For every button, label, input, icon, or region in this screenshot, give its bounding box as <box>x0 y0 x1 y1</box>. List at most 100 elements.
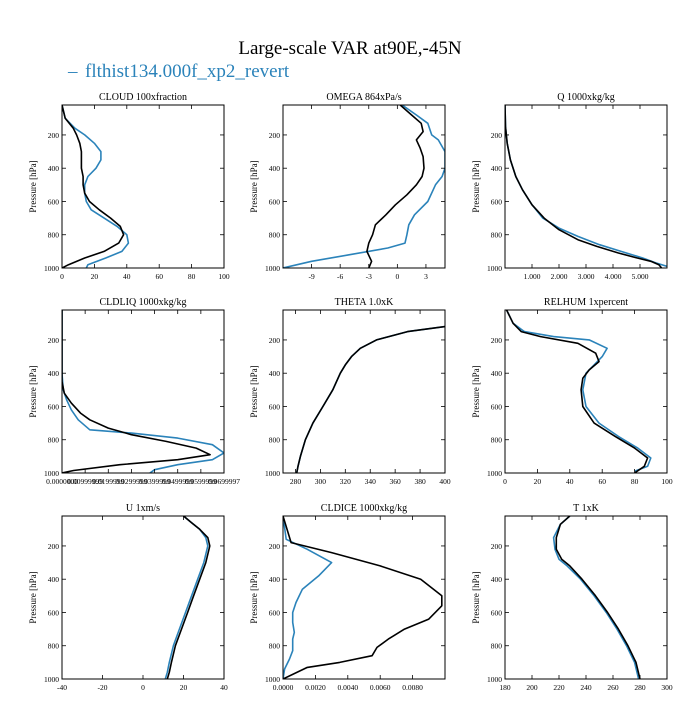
y-tick-label: 200 <box>491 542 503 551</box>
panel-3: Q 1000xkg/kg 200 400 600 800 1000 1.000 2.000 3.… <box>471 92 668 281</box>
x-tick-label: 20 <box>180 683 188 692</box>
x-tick-label: 0 <box>60 272 64 281</box>
series-line-reference <box>283 516 443 679</box>
x-tick-label: -9 <box>308 272 314 281</box>
x-tick-label: -20 <box>98 683 108 692</box>
y-tick-label: 600 <box>48 197 60 206</box>
x-tick-label: 280 <box>290 477 302 486</box>
series-line-flthist <box>283 105 445 268</box>
plot-frame <box>282 515 446 680</box>
series-line-flthist <box>283 516 333 679</box>
panel-5: THETA 1.0xK 200 400 600 800 1000 280 300 320 340 3… <box>249 297 451 486</box>
x-tick-label: 3.000 <box>578 272 595 281</box>
y-tick-label: 1000 <box>487 469 502 478</box>
y-tick-label: 200 <box>269 131 281 140</box>
series-line-reference <box>62 105 125 268</box>
y-tick-label: 200 <box>491 131 503 140</box>
y-tick-label: 800 <box>269 436 281 445</box>
x-tick-label: 180 <box>499 683 511 692</box>
legend-label: flthist134.000f_xp2_revert <box>85 61 290 82</box>
series-line-reference <box>166 516 211 679</box>
series-line-flthist <box>62 310 224 473</box>
y-tick-label: 200 <box>491 336 503 345</box>
series-line-reference <box>555 516 641 679</box>
panel-4: CLDLIQ 1000xkg/kg 200 400 600 800 10000.00000… <box>28 297 240 486</box>
x-tick-label: 360 <box>390 477 402 486</box>
y-tick-label: 200 <box>48 542 60 551</box>
x-tick-label: 1.000 <box>524 272 541 281</box>
x-tick-label: 200 <box>526 683 538 692</box>
y-tick-label: 400 <box>491 369 503 378</box>
y-tick-label: 800 <box>269 642 281 651</box>
x-tick-label: -40 <box>57 683 67 692</box>
x-tick-label: 20 <box>534 477 542 486</box>
x-tick-label: 400 <box>439 477 451 486</box>
panel-title: CLDICE 1000xkg/kg <box>321 503 407 514</box>
y-tick-label: 1000 <box>265 675 280 684</box>
plot-frame <box>282 309 446 474</box>
y-tick-label: 200 <box>269 542 281 551</box>
x-tick-label: -6 <box>337 272 343 281</box>
y-tick-label: 400 <box>269 575 281 584</box>
y-tick-label: 800 <box>48 231 60 240</box>
figure-title: Large-scale VAR at90E,-45N <box>238 38 461 59</box>
y-axis-label: Pressure [hPa] <box>249 365 259 417</box>
y-tick-label: 600 <box>269 402 281 411</box>
y-tick-label: 1000 <box>487 264 502 273</box>
y-tick-label: 800 <box>491 642 503 651</box>
y-tick-label: 400 <box>491 164 503 173</box>
x-tick-label: 40 <box>123 272 131 281</box>
series-line-flthist <box>295 325 445 473</box>
x-tick-label: 300 <box>661 683 673 692</box>
x-tick-label: 60 <box>155 272 163 281</box>
x-tick-label: 80 <box>188 272 196 281</box>
y-tick-label: 600 <box>491 197 503 206</box>
x-tick-label: 220 <box>553 683 565 692</box>
panel-title: THETA 1.0xK <box>335 297 394 308</box>
y-tick-label: 800 <box>48 642 60 651</box>
x-tick-label: 0.0080 <box>402 683 423 692</box>
x-tick-label: 40 <box>566 477 574 486</box>
y-axis-label: Pressure [hPa] <box>249 160 259 212</box>
y-tick-label: 400 <box>48 164 60 173</box>
y-axis-label: Pressure [hPa] <box>28 571 38 623</box>
x-tick-label: 300 <box>315 477 327 486</box>
y-tick-label: 800 <box>48 436 60 445</box>
y-axis-label: Pressure [hPa] <box>471 160 481 212</box>
x-tick-label: 3 <box>424 272 428 281</box>
series-line-reference <box>366 105 425 268</box>
panel-title: OMEGA 864xPa/s <box>326 92 401 103</box>
y-tick-label: 400 <box>269 164 281 173</box>
y-tick-label: 1000 <box>44 264 59 273</box>
y-axis-label: Pressure [hPa] <box>28 365 38 417</box>
x-tick-label: 280 <box>634 683 646 692</box>
y-axis-label: Pressure [hPa] <box>249 571 259 623</box>
y-tick-label: 1000 <box>44 675 59 684</box>
x-tick-label: 0.0000000 <box>46 477 78 486</box>
x-tick-label: 0.0699997 <box>208 477 240 486</box>
y-tick-label: 400 <box>48 575 60 584</box>
series-line-flthist <box>164 516 209 679</box>
x-tick-label: 0.0040 <box>337 683 358 692</box>
panel-7: U 1xm/s 200 400 600 800 1000-40 -20 0 20 40 Pressu… <box>28 503 228 692</box>
plot-frame <box>282 104 446 269</box>
panel-title: RELHUM 1xpercent <box>544 297 628 308</box>
y-axis-label: Pressure [hPa] <box>471 365 481 417</box>
plot-frame <box>504 515 668 680</box>
x-tick-label: 0.00999999 <box>67 477 103 486</box>
x-tick-label: 320 <box>340 477 352 486</box>
panel-title: U 1xm/s <box>126 503 160 514</box>
y-tick-label: 600 <box>269 608 281 617</box>
plot-frame <box>504 104 668 269</box>
series-line-reference <box>505 105 663 268</box>
x-tick-label: 0.0499999 <box>162 477 194 486</box>
x-tick-label: 2.000 <box>551 272 568 281</box>
x-tick-label: 60 <box>598 477 606 486</box>
x-tick-label: 240 <box>580 683 592 692</box>
y-tick-label: 1000 <box>487 675 502 684</box>
panel-title: CLDLIQ 1000xkg/kg <box>100 297 187 308</box>
